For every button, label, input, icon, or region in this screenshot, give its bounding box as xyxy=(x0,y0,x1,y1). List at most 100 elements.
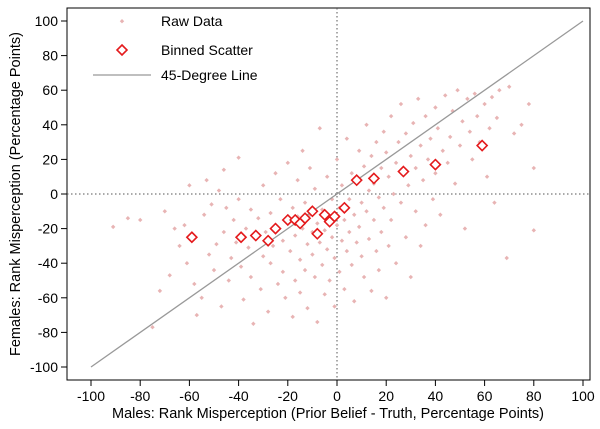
y-tick-label: -80 xyxy=(38,324,58,340)
raw-data-point xyxy=(312,186,318,192)
raw-data-point xyxy=(248,274,254,280)
raw-data-point xyxy=(440,148,445,153)
binned-scatter-point xyxy=(269,222,282,235)
raw-data-point xyxy=(531,165,536,171)
raw-data-point xyxy=(305,305,310,311)
raw-data-point xyxy=(332,255,337,261)
raw-data-point xyxy=(398,200,404,205)
raw-data-point xyxy=(297,257,303,262)
45-degree-line-path xyxy=(90,20,584,368)
legend-binned-scatter-label: Binned Scatter xyxy=(161,42,253,58)
raw-data-point xyxy=(268,210,273,216)
raw-data-point xyxy=(342,217,347,223)
raw-data-point xyxy=(462,226,468,231)
raw-data-point xyxy=(256,216,261,221)
raw-data-point xyxy=(125,216,131,221)
raw-data-point xyxy=(408,274,413,280)
raw-data-point xyxy=(177,243,182,249)
y-tick-label: -60 xyxy=(38,290,58,306)
zero-reference-lines xyxy=(67,8,590,380)
raw-data-point xyxy=(364,122,369,127)
raw-data-point xyxy=(379,229,384,235)
y-tick-label: 20 xyxy=(42,151,58,167)
raw-data-point xyxy=(209,202,214,207)
raw-data-point xyxy=(290,205,295,211)
binned-scatter-point xyxy=(328,210,341,223)
raw-data-point xyxy=(224,205,229,211)
raw-data-point xyxy=(231,217,236,223)
raw-data-point xyxy=(288,248,293,254)
raw-data-point xyxy=(320,262,325,268)
raw-data-point xyxy=(418,243,423,249)
binned-scatter-point xyxy=(397,165,410,178)
raw-data-point xyxy=(268,261,273,266)
raw-data-point xyxy=(352,299,357,304)
raw-data-point xyxy=(246,245,251,250)
raw-data-points xyxy=(110,84,536,330)
raw-data-point xyxy=(384,295,389,300)
raw-data-point xyxy=(344,248,350,254)
raw-data-point xyxy=(238,264,244,269)
raw-data-point xyxy=(423,113,428,119)
raw-data-point xyxy=(391,191,396,197)
raw-data-point xyxy=(278,196,283,202)
raw-data-point xyxy=(386,243,391,249)
raw-data-point xyxy=(327,278,332,283)
raw-data-point xyxy=(379,165,384,171)
raw-data-point xyxy=(352,212,357,217)
raw-data-point xyxy=(428,136,433,141)
raw-data-point xyxy=(374,139,379,145)
raw-data-point xyxy=(241,297,246,302)
x-tick-label: -100 xyxy=(77,388,105,404)
raw-data-point xyxy=(263,229,268,235)
binned-scatter-point xyxy=(318,208,331,221)
raw-data-point xyxy=(504,255,509,261)
raw-data-point xyxy=(310,252,315,257)
x-axis-ticks: -100 -80 -60 -40 -20 0 20 40 60 80 100 xyxy=(77,380,595,404)
x-tick-label: -20 xyxy=(278,388,298,404)
x-tick-label: -80 xyxy=(130,388,150,404)
raw-data-point xyxy=(290,314,295,320)
raw-data-point xyxy=(406,183,411,188)
raw-data-point xyxy=(443,93,448,98)
raw-data-point xyxy=(312,274,318,280)
raw-data-point xyxy=(487,126,492,131)
raw-data-point xyxy=(199,295,204,300)
raw-data-point xyxy=(354,240,359,245)
raw-data-point xyxy=(403,235,409,240)
raw-data-point xyxy=(275,281,281,287)
binned-scatter-point xyxy=(306,205,319,218)
raw-data-point xyxy=(519,122,524,127)
raw-data-point xyxy=(455,88,460,93)
raw-data-point xyxy=(435,126,441,131)
raw-data-point xyxy=(201,212,207,217)
raw-data-point xyxy=(361,164,367,169)
raw-data-point xyxy=(398,101,404,107)
raw-data-point xyxy=(110,224,116,230)
raw-data-point xyxy=(236,155,241,160)
y-tick-label: 40 xyxy=(42,117,58,133)
binned-scatter-point xyxy=(311,227,324,240)
raw-data-point xyxy=(413,209,418,214)
x-axis-title: Males: Rank Misperception (Prior Belief … xyxy=(112,406,544,422)
y-tick-label: -20 xyxy=(38,221,58,237)
raw-data-point xyxy=(251,321,256,326)
raw-data-point xyxy=(423,222,428,228)
raw-data-point xyxy=(452,181,458,186)
raw-data-point xyxy=(356,148,362,153)
raw-data-point xyxy=(211,267,217,273)
raw-data-point xyxy=(310,229,315,235)
x-tick-label: 0 xyxy=(333,388,341,404)
raw-data-point xyxy=(433,105,438,110)
raw-data-point xyxy=(470,157,475,162)
raw-data-point xyxy=(334,157,340,162)
raw-data-point xyxy=(295,177,300,183)
raw-data-point xyxy=(460,119,465,124)
x-tick-label: 20 xyxy=(378,388,394,404)
raw-data-point xyxy=(317,126,322,131)
raw-data-point xyxy=(344,136,350,141)
raw-data-point xyxy=(157,288,163,294)
raw-data-point xyxy=(388,113,394,119)
raw-data-point xyxy=(216,188,222,193)
raw-data-point xyxy=(214,241,219,247)
